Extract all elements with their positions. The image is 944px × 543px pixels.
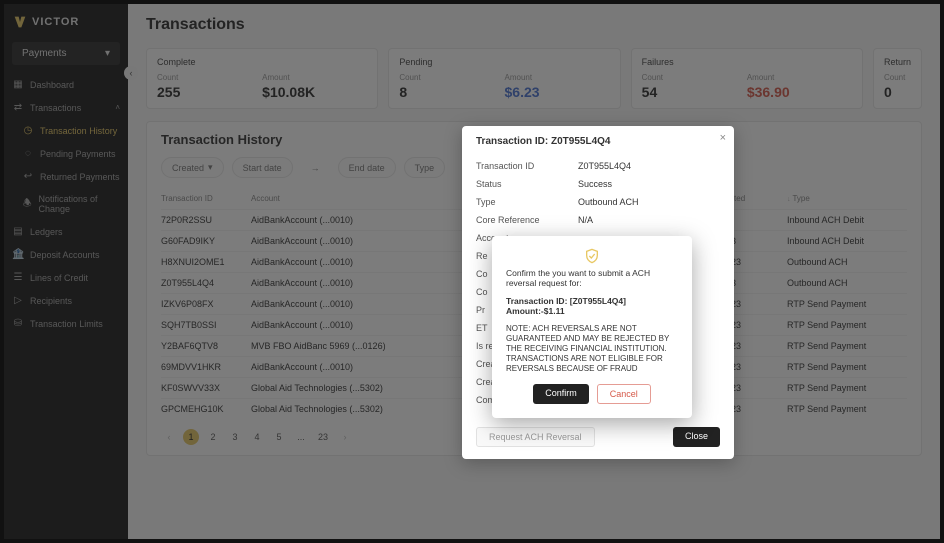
dlabel-type: Type <box>476 197 578 207</box>
dlabel-txid: Transaction ID <box>476 161 578 171</box>
dval-type: Outbound ACH <box>578 197 720 207</box>
dval-coreref: N/A <box>578 215 720 225</box>
dval-txid: Z0T955L4Q4 <box>578 161 720 171</box>
close-icon[interactable]: × <box>720 132 726 144</box>
confirm-txid: Transaction ID: [Z0T955L4Q4] <box>506 296 678 306</box>
confirm-amount: Amount:-$1.11 <box>506 306 678 316</box>
cancel-button[interactable]: Cancel <box>597 384 651 404</box>
shield-icon <box>506 248 678 264</box>
dval-status: Success <box>578 179 720 189</box>
confirm-reversal-modal: Confirm the you want to submit a ACH rev… <box>492 236 692 418</box>
confirm-note: NOTE: ACH REVERSALS ARE NOT GUARANTEED A… <box>506 324 678 374</box>
close-button[interactable]: Close <box>673 427 720 447</box>
request-ach-reversal-button[interactable]: Request ACH Reversal <box>476 427 595 447</box>
confirm-message: Confirm the you want to submit a ACH rev… <box>506 268 678 288</box>
drawer-title: Transaction ID: Z0T955L4Q4 <box>476 136 720 147</box>
dlabel-status: Status <box>476 179 578 189</box>
confirm-button[interactable]: Confirm <box>533 384 589 404</box>
dlabel-coreref: Core Reference <box>476 215 578 225</box>
